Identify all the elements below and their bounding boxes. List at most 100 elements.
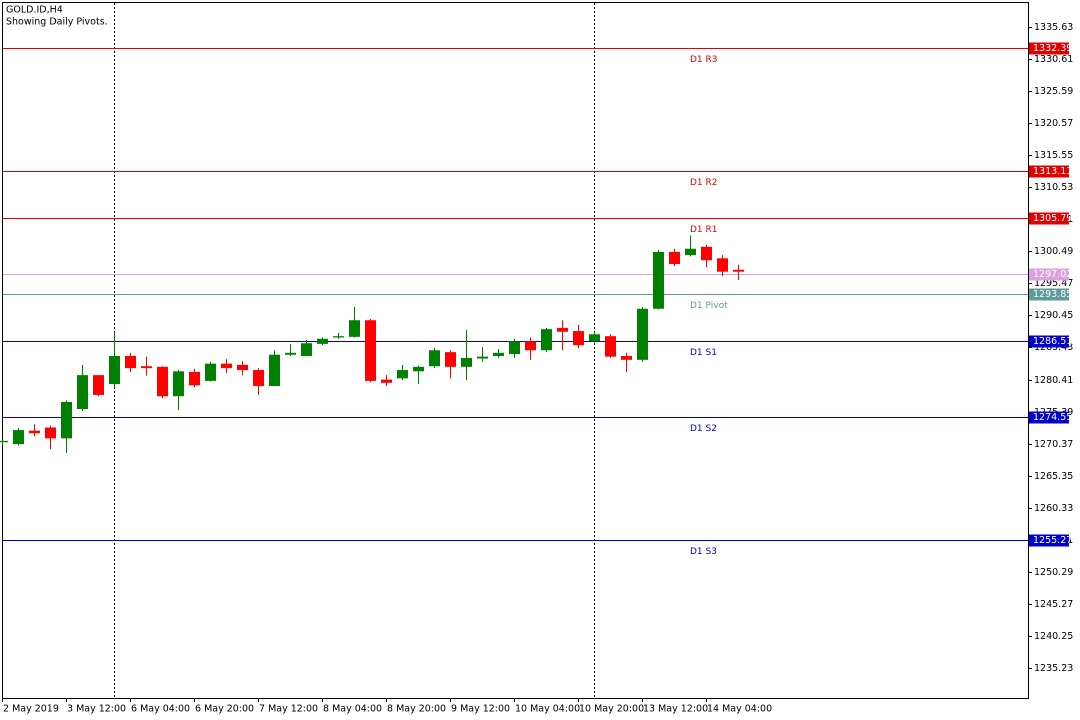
candle-body [557,327,568,332]
candle-body [157,366,168,397]
candle-body [637,308,648,360]
pivot-level-price-label: 1255.27 [1033,535,1072,546]
pivot-level-price-box [1029,165,1069,178]
x-tick-label: 7 May 12:00 [259,704,318,715]
pivot-level-price-label: 1305.79 [1033,213,1072,224]
y-tick-label: 1235.23 [1034,663,1073,674]
pivot-level-price-box [1029,335,1069,348]
y-tick-label: 1310.53 [1034,182,1073,193]
candle-body [109,355,120,385]
x-tick-label: 8 May 04:00 [323,704,382,715]
plot-frame [2,2,1029,699]
pivot-level-name: D1 S3 [690,547,717,557]
pivot-level-price-label: 1332.39 [1033,43,1072,54]
candle-body [285,352,296,355]
candle-body [253,370,264,386]
candle-body [717,258,728,272]
x-tick-label: 8 May 20:00 [387,704,446,715]
x-tick-label: 10 May 04:00 [515,704,580,715]
y-tick-label: 1320.57 [1034,118,1073,129]
y-tick-label: 1245.27 [1034,599,1073,610]
x-tick-label: 3 May 12:00 [67,704,126,715]
candle-body [317,338,328,344]
candle-body [189,371,200,386]
pivot-level-name: D1 Pivot [690,301,728,311]
y-tick-label: 1315.55 [1034,150,1073,161]
candle-body [541,329,552,351]
pivot-level-price-label: 1293.85 [1033,289,1072,300]
candle-body [701,246,712,261]
pivot-level-price-box [1029,288,1069,301]
chart-subtitle: Showing Daily Pivots. [6,17,108,28]
pivot-level-name: D1 S2 [690,424,717,434]
y-tick-label: 1290.45 [1034,310,1073,321]
pivot-level-name: D1 S1 [690,348,717,358]
candle-body [237,364,248,371]
candle-body [429,350,440,367]
candle-body [477,356,488,359]
y-tick-label: 1265.35 [1034,471,1073,482]
candle-body [349,320,360,337]
pivot-level-price-label: 1286.51 [1033,336,1072,347]
candle-body [589,334,600,342]
y-tick-label: 1300.49 [1034,246,1073,257]
last-price-price-box [1029,268,1069,281]
last-price-price-label: 1297.02 [1033,269,1072,280]
x-tick-label: 6 May 20:00 [195,704,254,715]
candle-body [621,355,632,360]
y-tick-label: 1250.29 [1034,567,1073,578]
candle-body [29,430,40,434]
candle-body [525,341,536,351]
candle-body [493,352,504,356]
pivot-level-price-label: 1274.55 [1033,412,1072,423]
candle-body [173,371,184,397]
chart-title: GOLD.ID,H4 [6,5,63,16]
candle-body [685,248,696,256]
x-tick-label: 2 May 2019 [3,704,59,715]
candle-body [733,269,744,272]
candle-body [13,430,24,445]
x-tick-label: 10 May 20:00 [579,704,644,715]
candle-body [333,336,344,338]
candle-body [301,343,312,356]
y-tick-label: 1335.63 [1034,22,1073,33]
candle-body [509,341,520,355]
candle-body [669,251,680,265]
y-tick-label: 1330.61 [1034,54,1073,65]
candle-body [141,366,152,369]
candle-body [381,379,392,383]
x-tick-label: 6 May 04:00 [131,704,190,715]
candle-body [77,375,88,409]
pivot-level-price-box [1029,212,1069,225]
candle-body [445,352,456,367]
pivot-level-price-box [1029,534,1069,547]
pivot-level-name: D1 R3 [690,55,718,65]
x-tick-label: 13 May 12:00 [643,704,708,715]
x-tick-label: 9 May 12:00 [451,704,510,715]
candle-body [573,331,584,346]
candle-body [93,375,104,395]
y-tick-label: 1260.33 [1034,503,1073,514]
candle-body [413,366,424,372]
y-tick-label: 1280.41 [1034,375,1073,386]
pivot-level-price-box [1029,411,1069,424]
y-tick-label: 1325.59 [1034,86,1073,97]
candle-body [0,440,8,443]
candle-body [461,357,472,367]
pivot-level-price-box [1029,42,1069,55]
y-tick-label: 1240.25 [1034,631,1073,642]
candle-body [397,370,408,379]
pivot-level-name: D1 R1 [690,225,718,235]
candle-body [653,251,664,309]
candle-body [269,354,280,386]
pivot-level-name: D1 R2 [690,178,718,188]
pivot-level-price-label: 1313.11 [1033,166,1072,177]
y-tick-label: 1270.37 [1034,439,1073,450]
candle-body [125,355,136,369]
candle-body [45,427,56,439]
candle-body [205,363,216,381]
y-tick-label: 1295.47 [1034,278,1073,289]
candle-body [221,363,232,369]
